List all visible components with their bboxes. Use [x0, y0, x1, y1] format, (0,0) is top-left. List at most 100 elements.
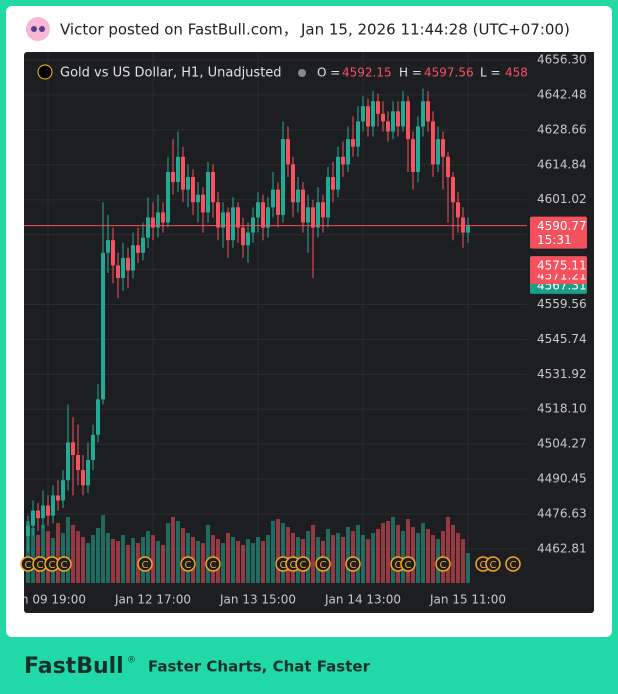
event-marker	[137, 556, 153, 572]
y-tick-label: 4545.74	[537, 332, 587, 346]
candle-body	[421, 101, 425, 127]
volume-bar	[196, 541, 200, 583]
candle-body	[201, 194, 205, 213]
candle-body	[296, 189, 300, 203]
volume-bar	[326, 529, 330, 583]
candle-body	[451, 177, 455, 203]
candle-body	[261, 202, 265, 228]
legend-key: H =	[399, 66, 422, 80]
x-tick-label: Jan 13 15:00	[219, 593, 296, 607]
candle-body	[36, 510, 40, 519]
volume-bar	[76, 531, 80, 583]
volume-bar	[101, 515, 105, 583]
candle-body	[76, 454, 80, 471]
volume-bar	[26, 521, 30, 583]
event-label: C	[395, 560, 402, 571]
y-tick-label: 4656.30	[537, 53, 587, 67]
event-label: C	[61, 560, 68, 571]
event-label: C	[185, 560, 192, 571]
legend-value: 4597.56	[424, 66, 474, 80]
volume-bar	[66, 517, 70, 583]
price-label-box	[530, 216, 587, 249]
volume-bar	[251, 543, 255, 583]
y-tick-label: 4642.48	[537, 87, 587, 101]
status-dot	[298, 69, 306, 77]
volume-bar	[156, 541, 160, 583]
slogan: Faster Charts, Chat Faster	[148, 658, 371, 676]
candle-body	[241, 227, 245, 246]
candle-body	[236, 207, 240, 228]
event-label: C	[142, 560, 149, 571]
volume-bar	[71, 525, 75, 583]
event-label: C	[320, 560, 327, 571]
volume-bar	[421, 523, 425, 583]
candle-body	[161, 212, 165, 223]
candle-body	[256, 202, 260, 218]
candle-body	[266, 207, 270, 228]
volume-bar	[161, 545, 165, 583]
candle-body	[181, 156, 185, 190]
avatar[interactable]	[26, 17, 50, 41]
volume-bar	[366, 539, 370, 583]
volume-bar	[376, 529, 380, 583]
event-marker	[400, 556, 416, 572]
candle-body	[31, 510, 35, 526]
candle-body	[336, 156, 340, 190]
candle-body	[121, 257, 125, 279]
candle-body	[126, 257, 130, 271]
event-marker	[56, 556, 72, 572]
y-tick-label: 4504.27	[537, 437, 587, 451]
candle-body	[396, 111, 400, 127]
price-label-time: 15:31	[537, 233, 572, 247]
x-tick-label: Jan 09 19:00	[9, 593, 86, 607]
candle-body	[391, 111, 395, 132]
candle-body	[46, 505, 50, 516]
event-marker	[295, 556, 311, 572]
avatar-eye	[31, 26, 37, 32]
candle-body	[441, 139, 445, 157]
candle-body	[86, 460, 90, 486]
author: Victor posted on FastBull.com，	[60, 21, 298, 39]
price-label-box	[530, 256, 587, 275]
candle-body	[221, 212, 225, 228]
candle-body	[346, 139, 350, 165]
volume-bar	[416, 533, 420, 583]
volume-bar	[391, 517, 395, 583]
candle-body	[101, 252, 105, 400]
volume-bar	[131, 538, 135, 583]
candle-body	[426, 101, 430, 122]
candle-body	[116, 265, 120, 279]
candle-body	[271, 189, 275, 208]
candle-body	[406, 101, 410, 140]
candle-body	[246, 232, 250, 246]
candle-body	[456, 202, 460, 218]
volume-bar	[241, 545, 245, 583]
candle-body	[306, 207, 310, 223]
candle-body	[281, 139, 285, 215]
chart-panel	[24, 52, 594, 613]
volume-bar	[371, 533, 375, 583]
candle-body	[351, 139, 355, 147]
volume-bar	[446, 517, 450, 583]
event-marker	[505, 556, 521, 572]
candle-body	[326, 177, 330, 218]
volume-bar	[151, 535, 155, 583]
candle-body	[141, 237, 145, 253]
x-tick-label: Jan 12 17:00	[114, 593, 191, 607]
volume-bar	[356, 525, 360, 583]
volume-bar	[91, 535, 95, 583]
y-tick-label: 4490.45	[537, 472, 587, 486]
volume-bar	[346, 527, 350, 583]
volume-bar	[166, 523, 170, 583]
candle-body	[341, 156, 345, 165]
candle-body	[356, 121, 360, 147]
event-marker	[345, 556, 361, 572]
brand[interactable]: FastBull	[24, 654, 124, 679]
candle-body	[166, 171, 170, 223]
candle-body	[96, 399, 100, 435]
candle-body	[276, 189, 280, 215]
volume-bar	[306, 531, 310, 583]
candle-body	[226, 212, 230, 241]
candle-body	[251, 217, 255, 233]
candle-body	[41, 505, 45, 519]
